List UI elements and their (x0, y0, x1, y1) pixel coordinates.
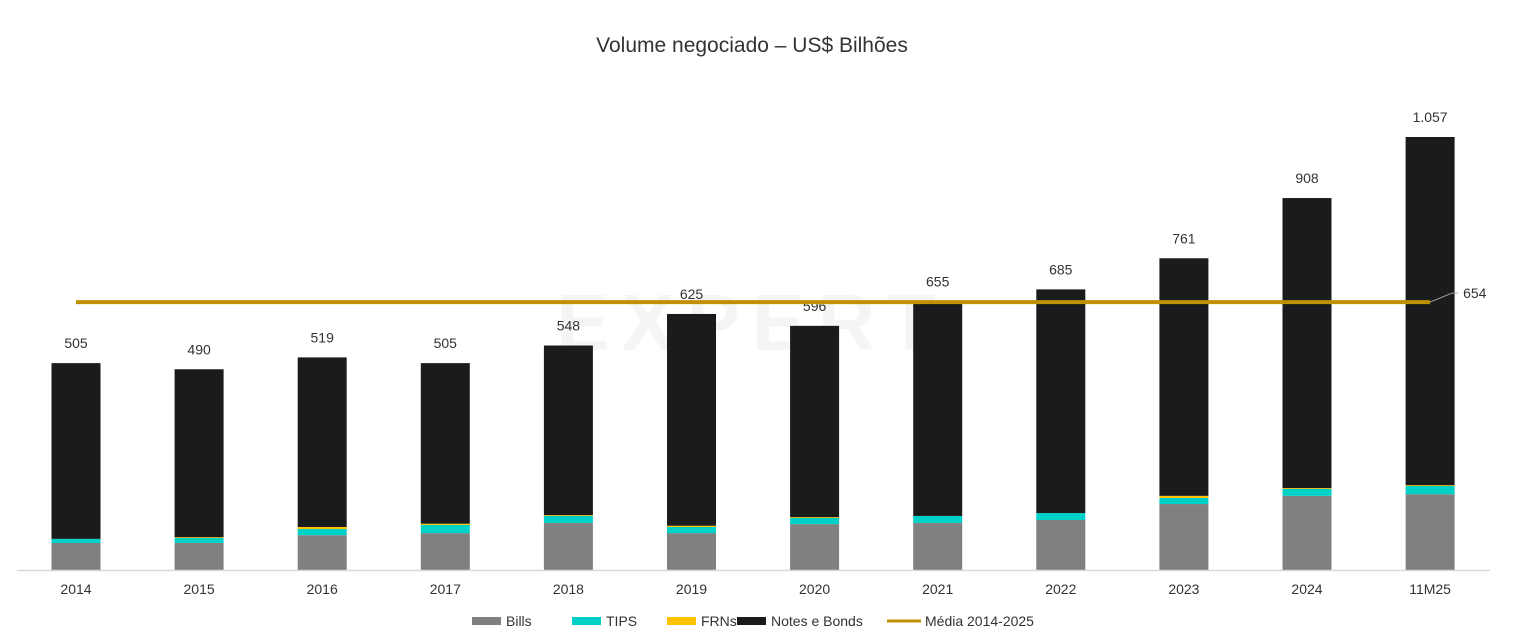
x-tick-label: 2016 (307, 581, 338, 597)
chart-title: Volume negociado – US$ Bilhões (596, 34, 908, 57)
bar-segment-notes-e-bonds (1282, 198, 1332, 489)
bar-segment-frns (297, 526, 347, 530)
bar-segment-frns (420, 523, 470, 525)
legend-swatch (737, 617, 766, 625)
legend-swatch (572, 617, 601, 625)
bar-segment-notes-e-bonds (543, 345, 593, 516)
bar-segment-tips (297, 529, 347, 536)
bar-segment-notes-e-bonds (1405, 137, 1455, 486)
bar-segment-bills (913, 522, 963, 570)
bar-segment-tips (913, 515, 963, 523)
bar-segment-tips (1159, 497, 1209, 505)
x-tick-label: 2018 (553, 581, 584, 597)
x-tick-label: 2022 (1045, 581, 1076, 597)
bar-segment-notes-e-bonds (667, 313, 716, 526)
bar-segment-frns (1405, 485, 1455, 487)
average-label: 654 (1463, 285, 1487, 301)
total-label: 490 (187, 341, 211, 357)
total-label: 761 (1172, 230, 1196, 246)
bar-segment-bills (174, 542, 224, 570)
total-label: 655 (926, 274, 950, 290)
total-label: 505 (64, 335, 88, 351)
x-tick-label: 2020 (799, 581, 830, 597)
legend-label: Bills (506, 613, 532, 629)
bar-segment-bills (1405, 494, 1455, 570)
bar-segment-notes-e-bonds (297, 357, 347, 527)
bar-segment-bills (1036, 520, 1086, 570)
bar-segment-bills (420, 533, 470, 570)
bar-segment-bills (297, 535, 347, 570)
total-label: 1.057 (1413, 109, 1448, 125)
bar-segment-frns (1282, 488, 1332, 489)
x-tick-label: 2019 (676, 581, 707, 597)
x-tick-label: 2015 (184, 581, 215, 597)
total-label: 908 (1295, 170, 1319, 186)
bar-segment-tips (667, 526, 716, 534)
watermark: EXPERT (556, 278, 948, 367)
total-label: 519 (311, 329, 335, 345)
bar-segment-bills (543, 522, 593, 570)
legend-label: FRNs (701, 613, 737, 629)
total-label: 625 (680, 286, 704, 302)
total-label: 685 (1049, 261, 1073, 277)
x-tick-label: 11M25 (1409, 581, 1451, 597)
bar-segment-bills (790, 524, 840, 570)
x-tick-label: 2021 (922, 581, 953, 597)
average-leader-line (1429, 292, 1459, 303)
legend: Bills TIPS FRNs Notes e Bonds Média 2014-202… (472, 613, 1034, 629)
x-tick-labels: 2014 2015 2016 2017 2018 2019 2020 2021 2022 2023… (60, 581, 1451, 597)
bar-segment-tips (1405, 486, 1455, 495)
bar-segment-tips (543, 515, 593, 523)
legend-label: Notes e Bonds (771, 613, 863, 629)
bar-segment-notes-e-bonds (420, 363, 470, 524)
bar-segment-tips (1036, 513, 1086, 521)
bar-segment-bills (1282, 495, 1332, 570)
bar-segment-notes-e-bonds (1159, 258, 1209, 496)
bar-segment-tips (420, 524, 470, 534)
bar-segment-notes-e-bonds (174, 369, 224, 538)
total-label: 548 (557, 318, 581, 334)
bar-segment-frns (543, 515, 593, 516)
x-tick-label: 2023 (1168, 581, 1199, 597)
legend-label: Média 2014-2025 (925, 613, 1034, 629)
legend-swatch (472, 617, 501, 625)
bar-segment-notes-e-bonds (790, 325, 840, 518)
bar-segment-bills (51, 542, 101, 570)
bar-segment-tips (1282, 488, 1332, 496)
bar-segment-frns (1159, 495, 1209, 498)
bar-segment-frns (174, 537, 224, 539)
bar-segment-tips (790, 517, 840, 525)
x-tick-label: 2014 (60, 581, 91, 597)
bars-group (51, 137, 1455, 570)
bar-segment-notes-e-bonds (51, 363, 101, 539)
legend-swatch (667, 617, 696, 625)
bar-segment-tips (51, 538, 101, 543)
total-label: 505 (434, 335, 458, 351)
x-tick-label: 2024 (1291, 581, 1322, 597)
bar-segment-frns (790, 517, 840, 518)
bar-segment-bills (667, 533, 716, 570)
average-line-group: 654 (76, 285, 1487, 305)
bar-segment-notes-e-bonds (1036, 289, 1086, 514)
bar-segment-tips (174, 538, 224, 543)
legend-label: TIPS (606, 613, 637, 629)
x-tick-label: 2017 (430, 581, 461, 597)
bar-segment-bills (1159, 504, 1209, 570)
bar-segment-frns (667, 525, 716, 527)
bar-segment-notes-e-bonds (913, 301, 963, 516)
